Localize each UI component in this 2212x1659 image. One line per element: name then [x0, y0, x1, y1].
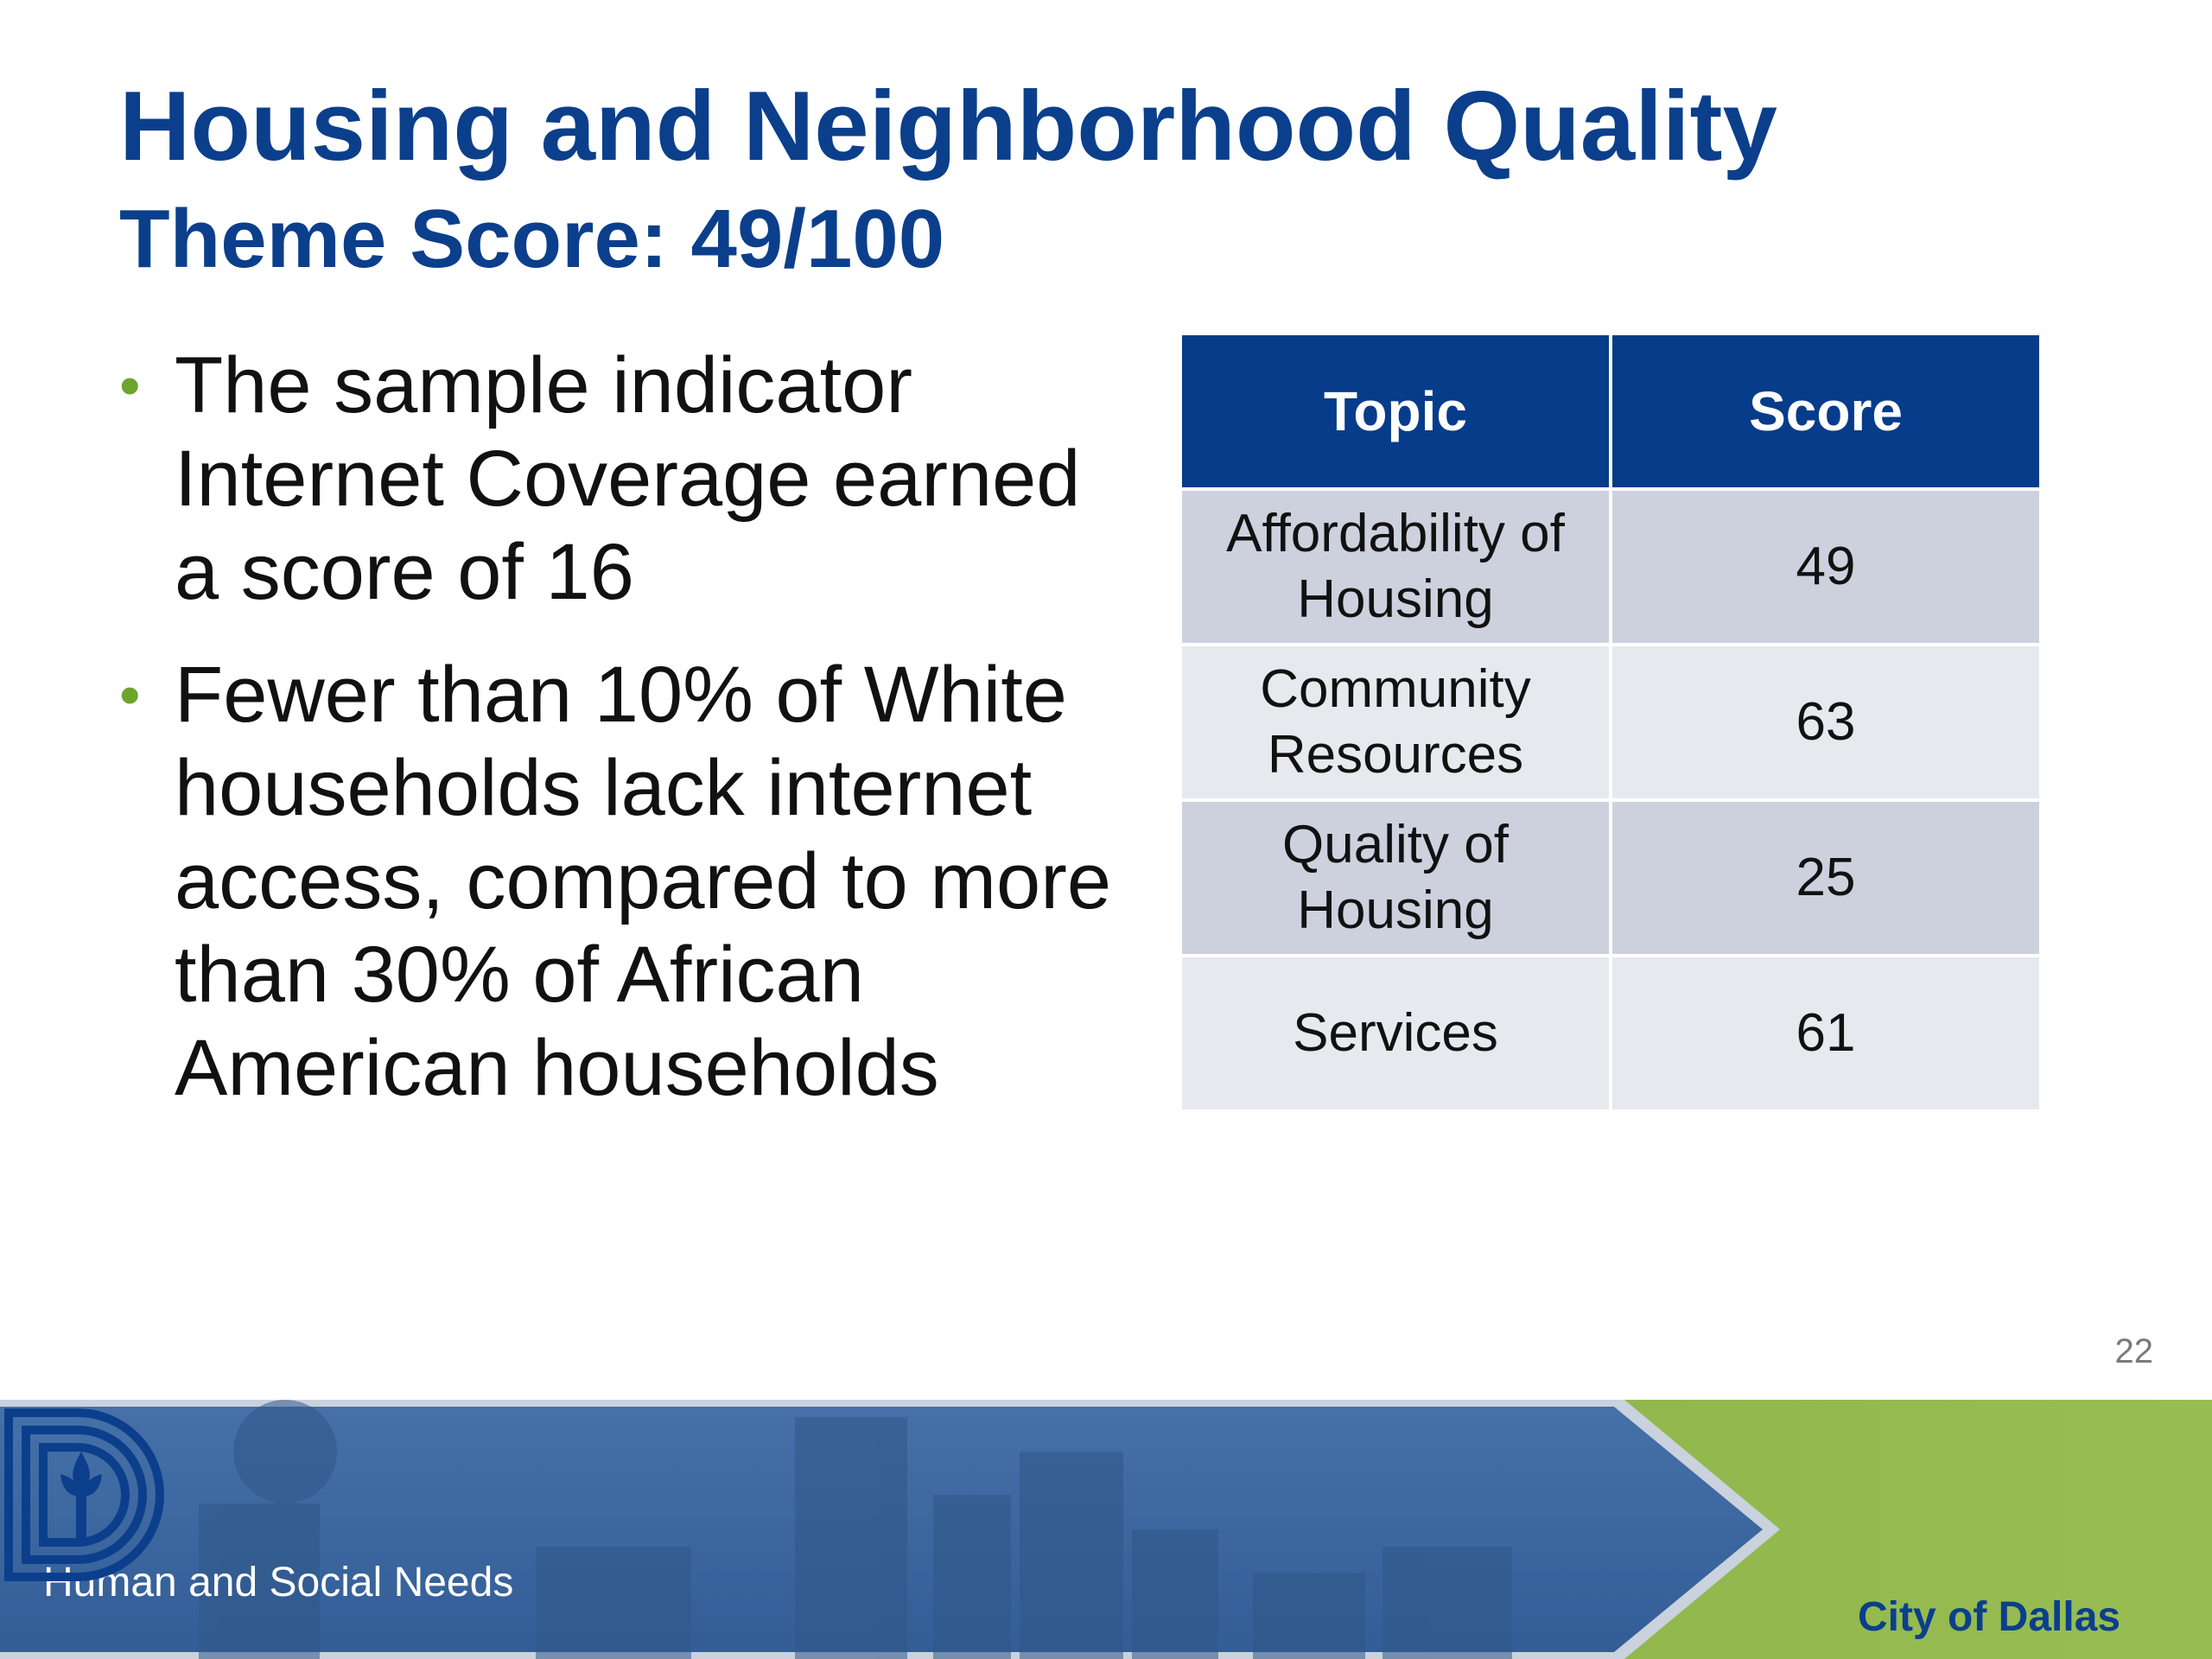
page-number: 22 [2114, 1332, 2154, 1370]
theme-score-subtitle: Theme Score: 49/100 [119, 193, 945, 285]
table-row: Quality of Housing 25 [1179, 798, 2043, 957]
topic-cell: Affordability of Housing [1179, 487, 1612, 646]
table-header-row: Topic Score [1179, 332, 2043, 491]
table-row: Services 61 [1179, 954, 2043, 1113]
skyline-silhouette [199, 1400, 1512, 1659]
bullet-dot-icon: • [119, 661, 141, 728]
bullet-item: • The sample indicator Internet Coverage… [119, 339, 1139, 619]
column-header-score: Score [1609, 332, 2043, 491]
score-cell: 61 [1609, 954, 2043, 1113]
table-row: Affordability of Housing 49 [1179, 487, 2043, 646]
bullet-text: Fewer than 10% of White households lack … [175, 651, 1112, 1112]
bullet-text: The sample indicator Internet Coverage e… [175, 341, 1081, 616]
topic-cell: Quality of Housing [1179, 798, 1612, 957]
bullet-item: • Fewer than 10% of White households lac… [119, 648, 1139, 1115]
topic-cell: Services [1179, 954, 1612, 1113]
score-cell: 49 [1609, 487, 2043, 646]
score-cell: 63 [1609, 643, 2043, 802]
footer-banner: Human and Social Needs City of Dallas [0, 1400, 2212, 1659]
footer-background [0, 1400, 2212, 1659]
bullet-list: • The sample indicator Internet Coverage… [119, 339, 1139, 1144]
slide-title: Housing and Neighborhood Quality [119, 72, 1777, 181]
topic-cell: Community Resources [1179, 643, 1612, 802]
bullet-dot-icon: • [119, 352, 141, 419]
table-row: Community Resources 63 [1179, 643, 2043, 802]
score-cell: 25 [1609, 798, 2043, 957]
topic-score-table: Topic Score Affordability of Housing 49 … [1179, 332, 2043, 1113]
column-header-topic: Topic [1179, 332, 1612, 491]
city-of-dallas-logo-icon [4, 1408, 164, 1581]
city-of-dallas-wordmark: City of Dallas [1858, 1594, 2121, 1640]
